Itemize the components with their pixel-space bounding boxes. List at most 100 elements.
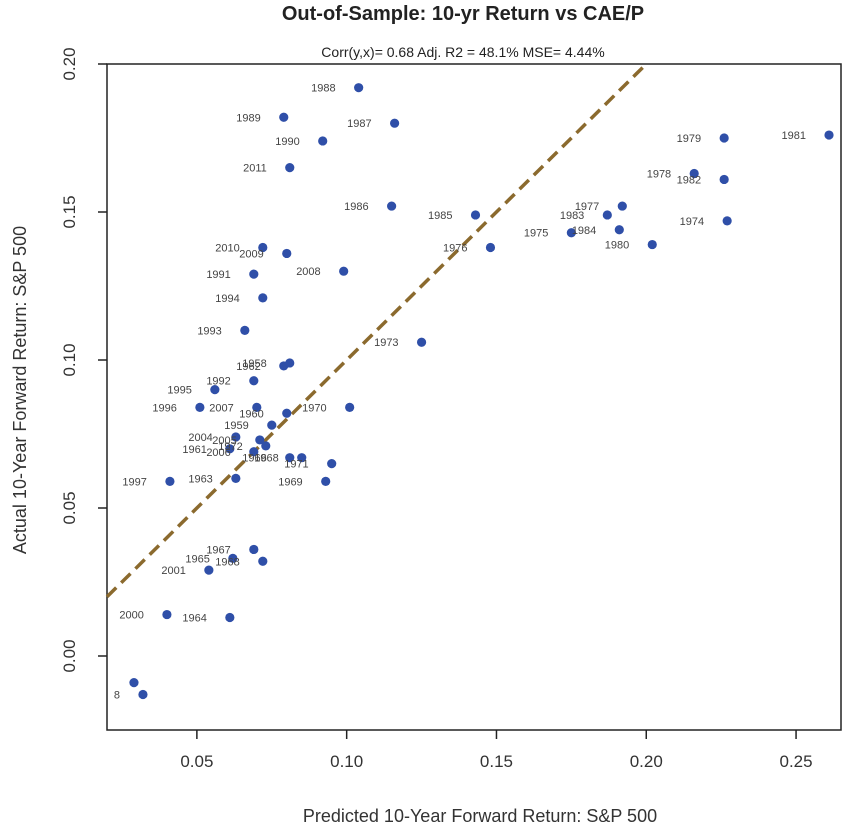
point-label: 1969 [278, 476, 302, 488]
data-point [416, 337, 427, 347]
data-point [614, 225, 624, 235]
point-label: 2009 [239, 248, 263, 260]
point-label: 1968 [254, 453, 278, 465]
data-point [470, 210, 481, 220]
x-tick-label: 0.05 [180, 752, 213, 771]
point-label: 1993 [197, 325, 221, 337]
point-label: 1992 [206, 376, 230, 388]
data-point [285, 358, 295, 368]
point-label: 1962 [236, 361, 260, 373]
point-label: 1958 [242, 358, 266, 370]
x-tick-label: 0.20 [630, 752, 663, 771]
y-tick-label: 0.05 [60, 491, 79, 524]
x-axis-label: Predicted 10-Year Forward Return: S&P 50… [303, 806, 657, 826]
data-point [240, 325, 250, 335]
point-label: 1961 [182, 444, 206, 456]
data-point [321, 476, 331, 486]
data-point [267, 420, 277, 430]
point-label: 2011 [243, 163, 267, 175]
point-label: 1960 [239, 408, 263, 420]
data-point [824, 130, 834, 140]
point-label: 1989 [236, 112, 260, 124]
x-tick-label: 0.25 [780, 752, 813, 771]
point-label: 1980 [605, 240, 629, 252]
data-point [249, 544, 259, 555]
data-point [285, 453, 295, 463]
data-point [485, 242, 496, 253]
x-tick-label: 0.10 [330, 752, 363, 771]
point-label: 2004 [188, 432, 212, 444]
data-point [722, 216, 732, 226]
point-label: 2006 [206, 447, 230, 459]
data-point [210, 385, 220, 395]
data-point [138, 689, 148, 700]
point-label: 1986 [344, 201, 368, 213]
data-point [647, 239, 657, 250]
data-point [327, 459, 337, 469]
chart-subtitle: Corr(y,x)= 0.68 Adj. R2 = 48.1% MSE= 4.4… [321, 44, 604, 60]
data-point [165, 476, 175, 486]
data-point [318, 136, 328, 146]
x-tick-label: 0.15 [480, 752, 513, 771]
point-label: 2007 [209, 402, 233, 414]
data-point [225, 444, 235, 454]
data-point [258, 556, 268, 566]
data-point [261, 441, 271, 451]
data-point [354, 83, 364, 93]
point-label: 1985 [428, 210, 452, 222]
point-label: 1976 [443, 243, 467, 255]
point-label: 1987 [347, 118, 371, 130]
data-point [617, 201, 627, 211]
data-point [390, 118, 400, 128]
y-tick-label: 0.15 [60, 195, 79, 228]
y-tick-label: 0.10 [60, 343, 79, 376]
data-point [285, 163, 295, 173]
data-point [282, 408, 292, 418]
point-label: 2005 [212, 435, 236, 447]
point-label: 1994 [215, 293, 239, 305]
point-label: 2010 [215, 243, 239, 255]
data-point [258, 293, 268, 303]
point-label: 1977 [575, 201, 599, 213]
data-point [249, 447, 259, 457]
point-label: 1966 [242, 453, 266, 465]
data-point [387, 201, 397, 211]
data-point [258, 242, 268, 253]
point-label: 1984 [572, 225, 596, 237]
data-point [228, 553, 238, 563]
point-label: 1981 [782, 130, 806, 142]
point-label: 1959 [224, 420, 248, 432]
data-point [566, 228, 576, 238]
plot-frame [106, 63, 842, 731]
point-label: 1972 [218, 441, 242, 453]
point-label: 1982 [677, 174, 701, 186]
data-point [602, 210, 612, 220]
data-point [345, 402, 355, 412]
point-label: 1964 [182, 613, 206, 625]
fit-line [105, 62, 648, 599]
point-label: 1975 [524, 228, 548, 240]
point-label: 1965 [185, 553, 209, 565]
data-point [225, 612, 235, 623]
data-point [297, 453, 307, 463]
data-point [282, 248, 292, 259]
point-label: 1988 [311, 83, 335, 95]
data-point [249, 269, 259, 279]
point-label: 2008 [296, 266, 320, 278]
chart-title: Out-of-Sample: 10-yr Return vs CAE/P [282, 3, 644, 25]
point-label: 1971 [284, 459, 308, 471]
point-label: 1967 [206, 544, 230, 556]
point-label: 1983 [560, 210, 584, 222]
point-label: 1978 [647, 169, 671, 181]
point-label: 1991 [206, 269, 230, 281]
data-point [339, 266, 349, 276]
plot-area: 0.05 0.10 0.15 0.20 0.25 0.00 0.05 0.10 0.15 0.20… [60, 47, 842, 771]
data-point [719, 133, 729, 143]
point-label: 2000 [119, 610, 143, 622]
point-label: 1990 [275, 136, 299, 148]
data-point [231, 473, 241, 483]
point-label: 1997 [122, 476, 146, 488]
data-point [719, 174, 729, 185]
point-label: 1996 [152, 402, 176, 414]
